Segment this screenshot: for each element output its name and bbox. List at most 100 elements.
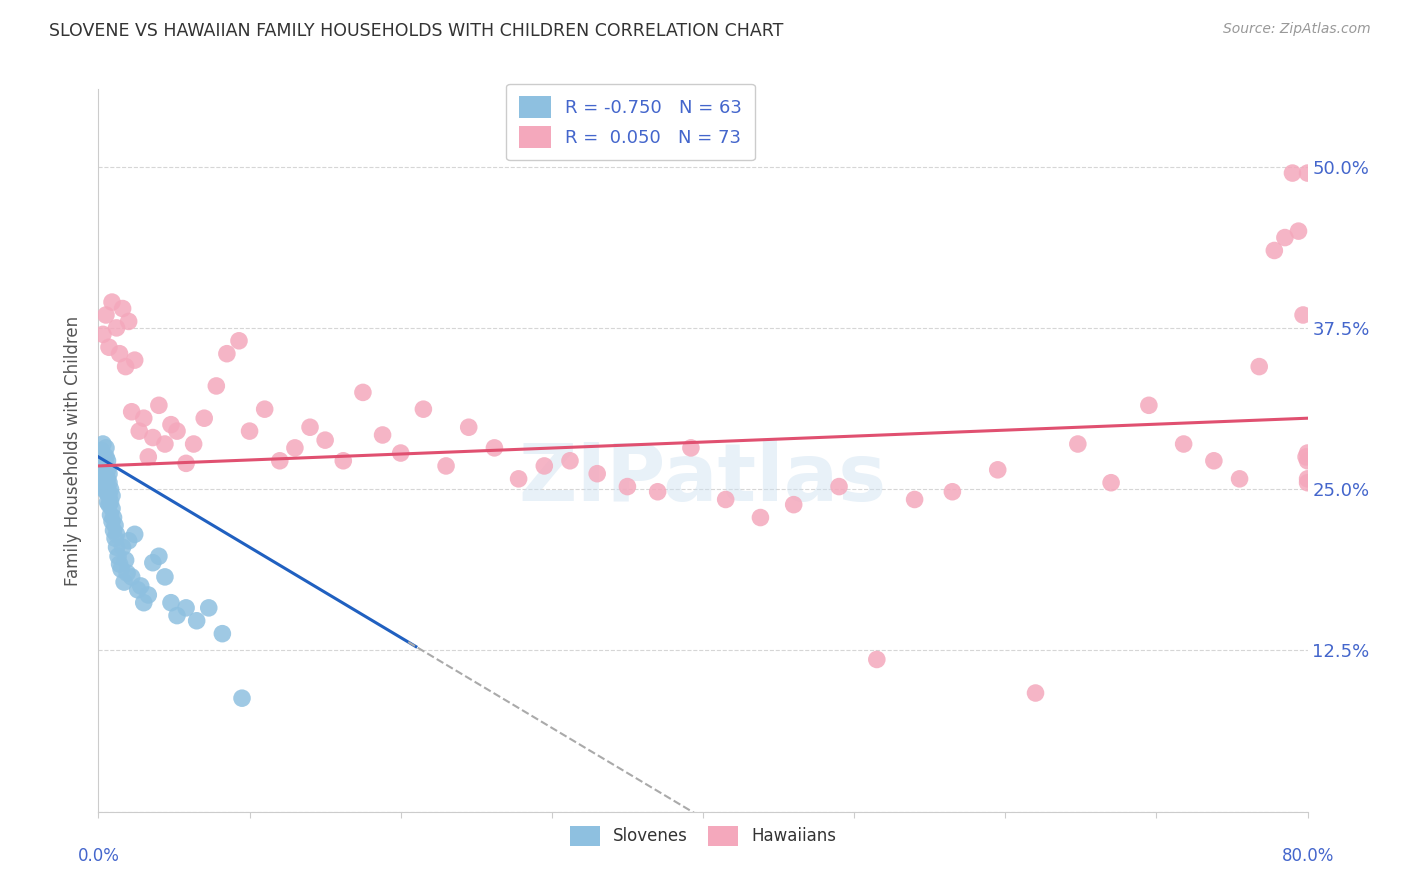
Point — [1067, 437, 1090, 451]
Point — [110, 562, 132, 576]
Point — [111, 540, 134, 554]
Point — [352, 385, 374, 400]
Point — [558, 454, 581, 468]
Point — [1292, 308, 1315, 322]
Point — [1274, 230, 1296, 244]
Point — [98, 489, 121, 503]
Point — [94, 472, 117, 486]
Text: 80.0%: 80.0% — [1281, 847, 1334, 864]
Point — [1099, 475, 1122, 490]
Point — [211, 626, 233, 640]
Point — [231, 691, 253, 706]
Point — [100, 508, 122, 522]
Point — [160, 417, 183, 432]
Point — [94, 308, 117, 322]
Point — [253, 402, 276, 417]
Point — [1249, 359, 1271, 374]
Point — [101, 501, 124, 516]
Point — [314, 433, 336, 447]
Point — [93, 454, 115, 468]
Point — [98, 498, 121, 512]
Point — [389, 446, 412, 460]
Point — [1295, 450, 1317, 464]
Point — [89, 456, 111, 470]
Point — [96, 482, 118, 496]
Point — [91, 450, 114, 464]
Point — [94, 484, 117, 499]
Point — [124, 527, 146, 541]
Point — [91, 463, 114, 477]
Point — [205, 379, 228, 393]
Text: SLOVENE VS HAWAIIAN FAMILY HOUSEHOLDS WITH CHILDREN CORRELATION CHART: SLOVENE VS HAWAIIAN FAMILY HOUSEHOLDS WI… — [49, 22, 783, 40]
Point — [153, 437, 176, 451]
Point — [112, 575, 135, 590]
Point — [269, 454, 291, 468]
Point — [89, 463, 111, 477]
Point — [121, 570, 143, 584]
Point — [129, 579, 152, 593]
Point — [783, 498, 806, 512]
Point — [98, 467, 121, 481]
Point — [166, 608, 188, 623]
Point — [714, 492, 737, 507]
Point — [1296, 472, 1319, 486]
Point — [136, 450, 159, 464]
Point — [103, 524, 125, 538]
Point — [457, 420, 479, 434]
Point — [1288, 224, 1310, 238]
Point — [115, 566, 138, 580]
Point — [107, 549, 129, 564]
Point — [866, 652, 889, 666]
Point — [371, 428, 394, 442]
Point — [228, 334, 250, 348]
Point — [987, 463, 1010, 477]
Point — [118, 314, 141, 328]
Point — [105, 527, 128, 541]
Point — [114, 553, 136, 567]
Point — [197, 600, 219, 615]
Point — [108, 557, 131, 571]
Point — [1024, 686, 1046, 700]
Point — [284, 441, 307, 455]
Point — [114, 359, 136, 374]
Point — [100, 495, 122, 509]
Point — [533, 458, 555, 473]
Point — [118, 533, 141, 548]
Point — [1296, 446, 1319, 460]
Point — [132, 596, 155, 610]
Point — [90, 450, 112, 464]
Point — [1202, 454, 1225, 468]
Point — [108, 347, 131, 361]
Point — [586, 467, 609, 481]
Text: ZIPatlas: ZIPatlas — [519, 441, 887, 518]
Point — [215, 347, 238, 361]
Point — [96, 495, 118, 509]
Point — [193, 411, 215, 425]
Point — [148, 398, 170, 412]
Text: 0.0%: 0.0% — [77, 847, 120, 864]
Point — [101, 515, 124, 529]
Point — [434, 458, 457, 473]
Point — [299, 420, 322, 434]
Point — [128, 424, 150, 438]
Point — [1137, 398, 1160, 412]
Point — [160, 596, 183, 610]
Point — [94, 458, 117, 473]
Point — [96, 463, 118, 477]
Point — [148, 549, 170, 564]
Point — [105, 321, 128, 335]
Point — [121, 405, 143, 419]
Point — [239, 424, 262, 438]
Point — [96, 472, 118, 486]
Point — [124, 353, 146, 368]
Point — [174, 600, 197, 615]
Point — [94, 441, 117, 455]
Point — [332, 454, 354, 468]
Point — [100, 482, 122, 496]
Point — [1263, 244, 1285, 258]
Point — [1229, 472, 1251, 486]
Point — [1296, 166, 1319, 180]
Point — [93, 482, 115, 496]
Point — [104, 518, 127, 533]
Y-axis label: Family Households with Children: Family Households with Children — [65, 316, 83, 585]
